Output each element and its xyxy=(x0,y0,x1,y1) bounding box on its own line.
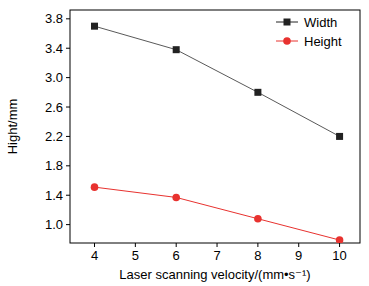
y-tick xyxy=(66,77,70,78)
legend-marker xyxy=(283,37,291,45)
data-point xyxy=(254,89,261,96)
x-tick-label: 5 xyxy=(132,248,139,263)
x-tick xyxy=(257,243,258,247)
x-tick xyxy=(298,243,299,247)
y-tick-label: 3.0 xyxy=(45,70,63,85)
legend-label: Width xyxy=(304,15,337,30)
data-point xyxy=(336,236,344,243)
data-point xyxy=(91,23,98,30)
y-tick xyxy=(66,18,70,19)
x-tick-label: 10 xyxy=(332,248,346,263)
x-tick xyxy=(217,243,218,247)
data-point xyxy=(336,133,343,140)
x-tick xyxy=(135,243,136,247)
y-tick xyxy=(66,165,70,166)
y-tick-label: 1.4 xyxy=(45,188,63,203)
x-axis-label: Laser scanning velocity/(mm•s⁻¹) xyxy=(119,267,310,282)
y-tick xyxy=(66,136,70,137)
y-tick xyxy=(66,107,70,108)
y-tick-label: 3.4 xyxy=(45,41,63,56)
plot-frame xyxy=(70,10,360,243)
data-point xyxy=(91,183,99,191)
x-tick-label: 4 xyxy=(91,248,98,263)
y-tick-label: 3.8 xyxy=(45,11,63,26)
x-tick-label: 8 xyxy=(254,248,261,263)
y-tick xyxy=(66,195,70,196)
y-tick xyxy=(66,48,70,49)
y-axis-label: Hight/mm xyxy=(5,99,20,155)
data-point xyxy=(172,194,180,202)
y-tick-label: 1.8 xyxy=(45,158,63,173)
series-line xyxy=(95,26,340,136)
y-tick-label: 2.2 xyxy=(45,129,63,144)
x-tick-label: 9 xyxy=(295,248,302,263)
x-tick xyxy=(176,243,177,247)
x-tick-label: 7 xyxy=(213,248,220,263)
data-point xyxy=(173,46,180,53)
plot-area xyxy=(91,23,344,243)
data-point xyxy=(254,215,262,223)
y-tick-label: 1.0 xyxy=(45,217,63,232)
x-tick-label: 6 xyxy=(173,248,180,263)
legend: Width Height xyxy=(276,15,342,49)
y-tick xyxy=(66,224,70,225)
y-tick-label: 2.6 xyxy=(45,100,63,115)
x-tick xyxy=(339,243,340,247)
series-line xyxy=(95,187,340,240)
legend-marker xyxy=(284,19,291,26)
legend-label: Height xyxy=(304,34,342,49)
chart: 4 5 6 7 8 9 10 1.0 1.4 1.8 2.2 2.6 3.0 3.4 3.8 Laser sc… xyxy=(0,0,369,286)
x-tick xyxy=(94,243,95,247)
